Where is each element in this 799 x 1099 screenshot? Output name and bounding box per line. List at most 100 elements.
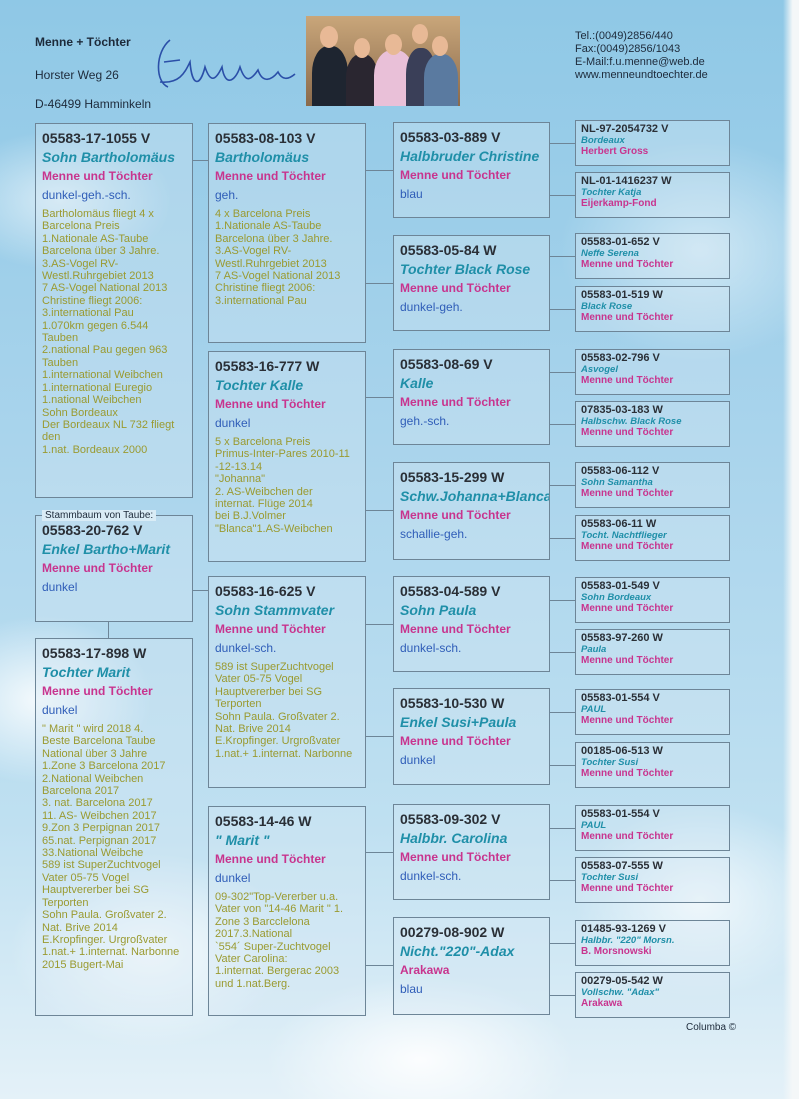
- achievement-line: 7 AS-Vogel National 2013: [42, 282, 168, 295]
- achievement-line: 2017.3.National: [215, 928, 293, 941]
- achievement-line: Vater 05-75 Vogel: [42, 871, 130, 884]
- achievement-line: Christine fliegt 2006:: [42, 294, 143, 307]
- pigeon-card: 05583-06-11 W Tocht. Nachtflieger Menne un…: [575, 515, 730, 561]
- achievement-line: " Marit " wird 2018 4.: [42, 723, 144, 735]
- pigeon-card: 05583-01-549 V Sohn Bordeaux Menne und Töc…: [575, 577, 730, 623]
- ring-number: 05583-17-898 W: [42, 645, 147, 661]
- connector-line: [550, 372, 575, 373]
- achievement-line: 4 x Barcelona Preis: [215, 208, 311, 220]
- pigeon-name: Halbbr. Carolina: [400, 830, 508, 846]
- achievement-line: E.Kropfinger. Urgroßvater: [215, 735, 341, 748]
- connector-line: [550, 309, 575, 310]
- connector-line: [550, 256, 575, 257]
- connector-line: [193, 160, 208, 161]
- achievement-line: Tauben: [42, 356, 79, 369]
- pigeon-color: dunkel-geh.-sch.: [42, 188, 131, 202]
- achievements: " Marit " wird 2018 4. Beste Barcelona Ta…: [42, 723, 186, 971]
- pigeon-name: Tochter Susi: [581, 872, 639, 883]
- achievement-line: 3.international Pau: [215, 294, 307, 307]
- achievement-line: 589 ist SuperZuchtvogel: [215, 661, 334, 673]
- achievement-line: 3.international Pau: [42, 307, 134, 320]
- signature: [157, 39, 296, 88]
- pigeon-name: Kalle: [400, 375, 434, 391]
- achievement-line: "Blanca"1.AS-Weibchen: [215, 522, 333, 535]
- city-address: D-46499 Hamminkeln: [35, 97, 152, 111]
- connector-line: [366, 852, 393, 853]
- pigeon-name: Halbbr. "220" Morsn.: [581, 935, 675, 946]
- ring-number: 05583-05-84 W: [400, 242, 497, 258]
- pigeon-card: 05583-14-46 W " Marit " Menne und Töchter d…: [208, 806, 366, 1016]
- achievement-line: 1.nat.+ 1.internat. Narbonne: [42, 946, 180, 959]
- pigeon-name: Sohn Samantha: [581, 477, 653, 488]
- achievement-line: 7 AS-Vogel National 2013: [215, 270, 341, 283]
- ring-number: 05583-01-554 V: [581, 692, 660, 704]
- pigeon-name: Black Rose: [581, 301, 633, 312]
- pigeon-card: 05583-16-777 W Tochter Kalle Menne und Töc…: [208, 351, 366, 562]
- pigeon-card: 05583-09-302 V Halbbr. Carolina Menne und …: [393, 804, 550, 900]
- achievement-line: Westl.Ruhrgebiet 2013: [215, 257, 327, 270]
- pigeon-color: dunkel: [400, 753, 436, 767]
- ring-number: 05583-20-762 V: [42, 522, 143, 538]
- pigeon-card: 05583-10-530 W Enkel Susi+Paula Menne und …: [393, 688, 550, 785]
- achievements: 09-302"Top-Vererber u.a. Vater von "14-46…: [215, 891, 359, 990]
- ring-number: 05583-15-299 W: [400, 469, 505, 485]
- achievement-line: E.Kropfinger. Urgroßvater: [42, 933, 168, 946]
- pigeon-name: Neffe Serena: [581, 248, 639, 259]
- pigeon-name: Enkel Susi+Paula: [400, 714, 517, 730]
- connector-line: [550, 995, 575, 996]
- breeder: Menne und Töchter: [581, 259, 674, 270]
- breeder: Menne und Töchter: [400, 168, 511, 182]
- email: E-Mail:f.u.menne@web.de: [575, 56, 705, 68]
- connector-line: [550, 943, 575, 944]
- achievement-line: 1.Nationale AS-Taube: [215, 220, 322, 233]
- breeder: Menne und Töchter: [42, 684, 153, 698]
- achievement-line: `554´ Super-Zuchtvogel: [215, 940, 331, 953]
- connector-line: [550, 712, 575, 713]
- connector-line: [550, 600, 575, 601]
- achievement-line: Terporten: [215, 698, 262, 711]
- breeder: Menne und Töchter: [215, 397, 326, 411]
- achievement-line: Sohn Paula. Großvater 2.: [215, 710, 340, 723]
- achievement-line: Nat. Brive 2014: [215, 723, 291, 736]
- pigeon-name: Halbbruder Christine: [400, 148, 540, 164]
- ring-number: 00279-08-902 W: [400, 924, 505, 940]
- pigeon-color: blau: [400, 982, 423, 996]
- connector-line: [366, 624, 393, 625]
- pigeon-name: Tochter Marit: [42, 664, 131, 680]
- achievement-line: National über 3 Jahre: [42, 747, 148, 760]
- achievement-line: 1.internat. Bergerac 2003: [215, 965, 340, 978]
- achievements: 589 ist SuperZuchtvogel Vater 05-75 Vogel…: [215, 661, 359, 760]
- achievement-line: Beste Barcelona Taube: [42, 735, 156, 748]
- loft-title: Menne + Töchter: [35, 35, 131, 49]
- pigeon-card: 05583-01-554 V PAUL Menne und Töchter: [575, 805, 730, 851]
- breeder: Menne und Töchter: [400, 850, 511, 864]
- achievement-line: Bartholomäus fliegt 4 x: [42, 208, 154, 220]
- ring-number: 05583-01-519 W: [581, 289, 663, 301]
- breeder: Menne und Töchter: [400, 395, 511, 409]
- street-address: Horster Weg 26: [35, 68, 119, 82]
- achievement-line: 1.international Weibchen: [42, 369, 163, 382]
- ring-number: 00279-05-542 W: [581, 975, 663, 987]
- breeder: Menne und Töchter: [581, 831, 674, 842]
- connector-line: [550, 828, 575, 829]
- achievement-line: Hauptvererber bei SG: [215, 685, 322, 698]
- ring-number: 05583-08-103 V: [215, 130, 316, 146]
- connector-line: [550, 538, 575, 539]
- ring-number: 00185-06-513 W: [581, 745, 663, 757]
- breeder: Menne und Töchter: [581, 883, 674, 894]
- achievement-line: 1.international Euregio: [42, 381, 153, 394]
- achievement-line: den: [42, 431, 61, 444]
- pigeon-card: 05583-08-103 V Bartholomäus Menne und Töch…: [208, 123, 366, 343]
- pigeon-name: " Marit ": [215, 832, 270, 848]
- pigeon-color: geh.-sch.: [400, 414, 450, 428]
- pigeon-card: 05583-16-625 V Sohn Stammvater Menne und T…: [208, 576, 366, 788]
- achievement-line: Sohn Bordeaux: [42, 406, 118, 419]
- achievements: 5 x Barcelona Preis Primus-Inter-Pares 20…: [215, 436, 359, 535]
- achievement-line: 2.national Pau gegen 963: [42, 344, 168, 357]
- pigeon-card: NL-01-1416237 W Tochter Katja Eijerkamp-Fo…: [575, 172, 730, 218]
- connector-line: [366, 170, 393, 171]
- achievement-line: 33.National Weibche: [42, 847, 144, 860]
- achievement-line: 65.nat. Perpignan 2017: [42, 834, 157, 847]
- achievement-line: bei B.J.Volmer: [215, 510, 286, 523]
- pigeon-color: blau: [400, 187, 423, 201]
